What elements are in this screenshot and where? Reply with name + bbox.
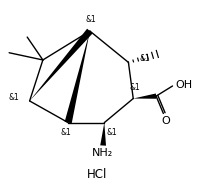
- Text: &1: &1: [107, 128, 117, 137]
- Text: &1: &1: [9, 93, 20, 102]
- Polygon shape: [133, 93, 156, 99]
- Text: OH: OH: [175, 80, 193, 90]
- Text: &1: &1: [86, 15, 97, 24]
- Polygon shape: [30, 29, 93, 101]
- Text: &1: &1: [60, 128, 71, 137]
- Text: &1: &1: [140, 53, 151, 63]
- Text: HCl: HCl: [87, 168, 107, 181]
- Text: NH₂: NH₂: [92, 148, 113, 158]
- Polygon shape: [100, 123, 106, 146]
- Text: O: O: [161, 116, 170, 126]
- Text: &1: &1: [129, 83, 140, 92]
- Polygon shape: [65, 31, 90, 123]
